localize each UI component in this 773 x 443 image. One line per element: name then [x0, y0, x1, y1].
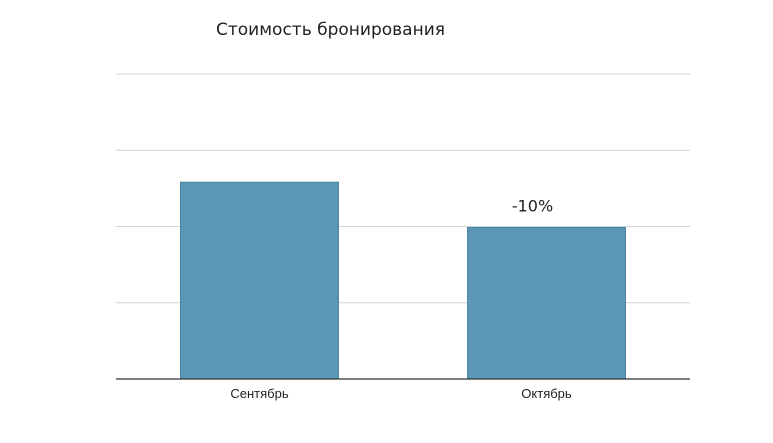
- x-tick-label: Сентябрь: [230, 386, 288, 401]
- chart-title: Стоимость бронирования: [216, 20, 445, 40]
- bars: [180, 181, 626, 380]
- bar-annotation-label: -10%: [512, 196, 553, 215]
- bar-1: [180, 181, 339, 380]
- annotations: -10%: [512, 196, 553, 215]
- x-tick-label: Октябрь: [521, 386, 572, 401]
- bar-2: [467, 226, 626, 380]
- x-tick-labels: Сентябрь Октябрь: [230, 386, 572, 401]
